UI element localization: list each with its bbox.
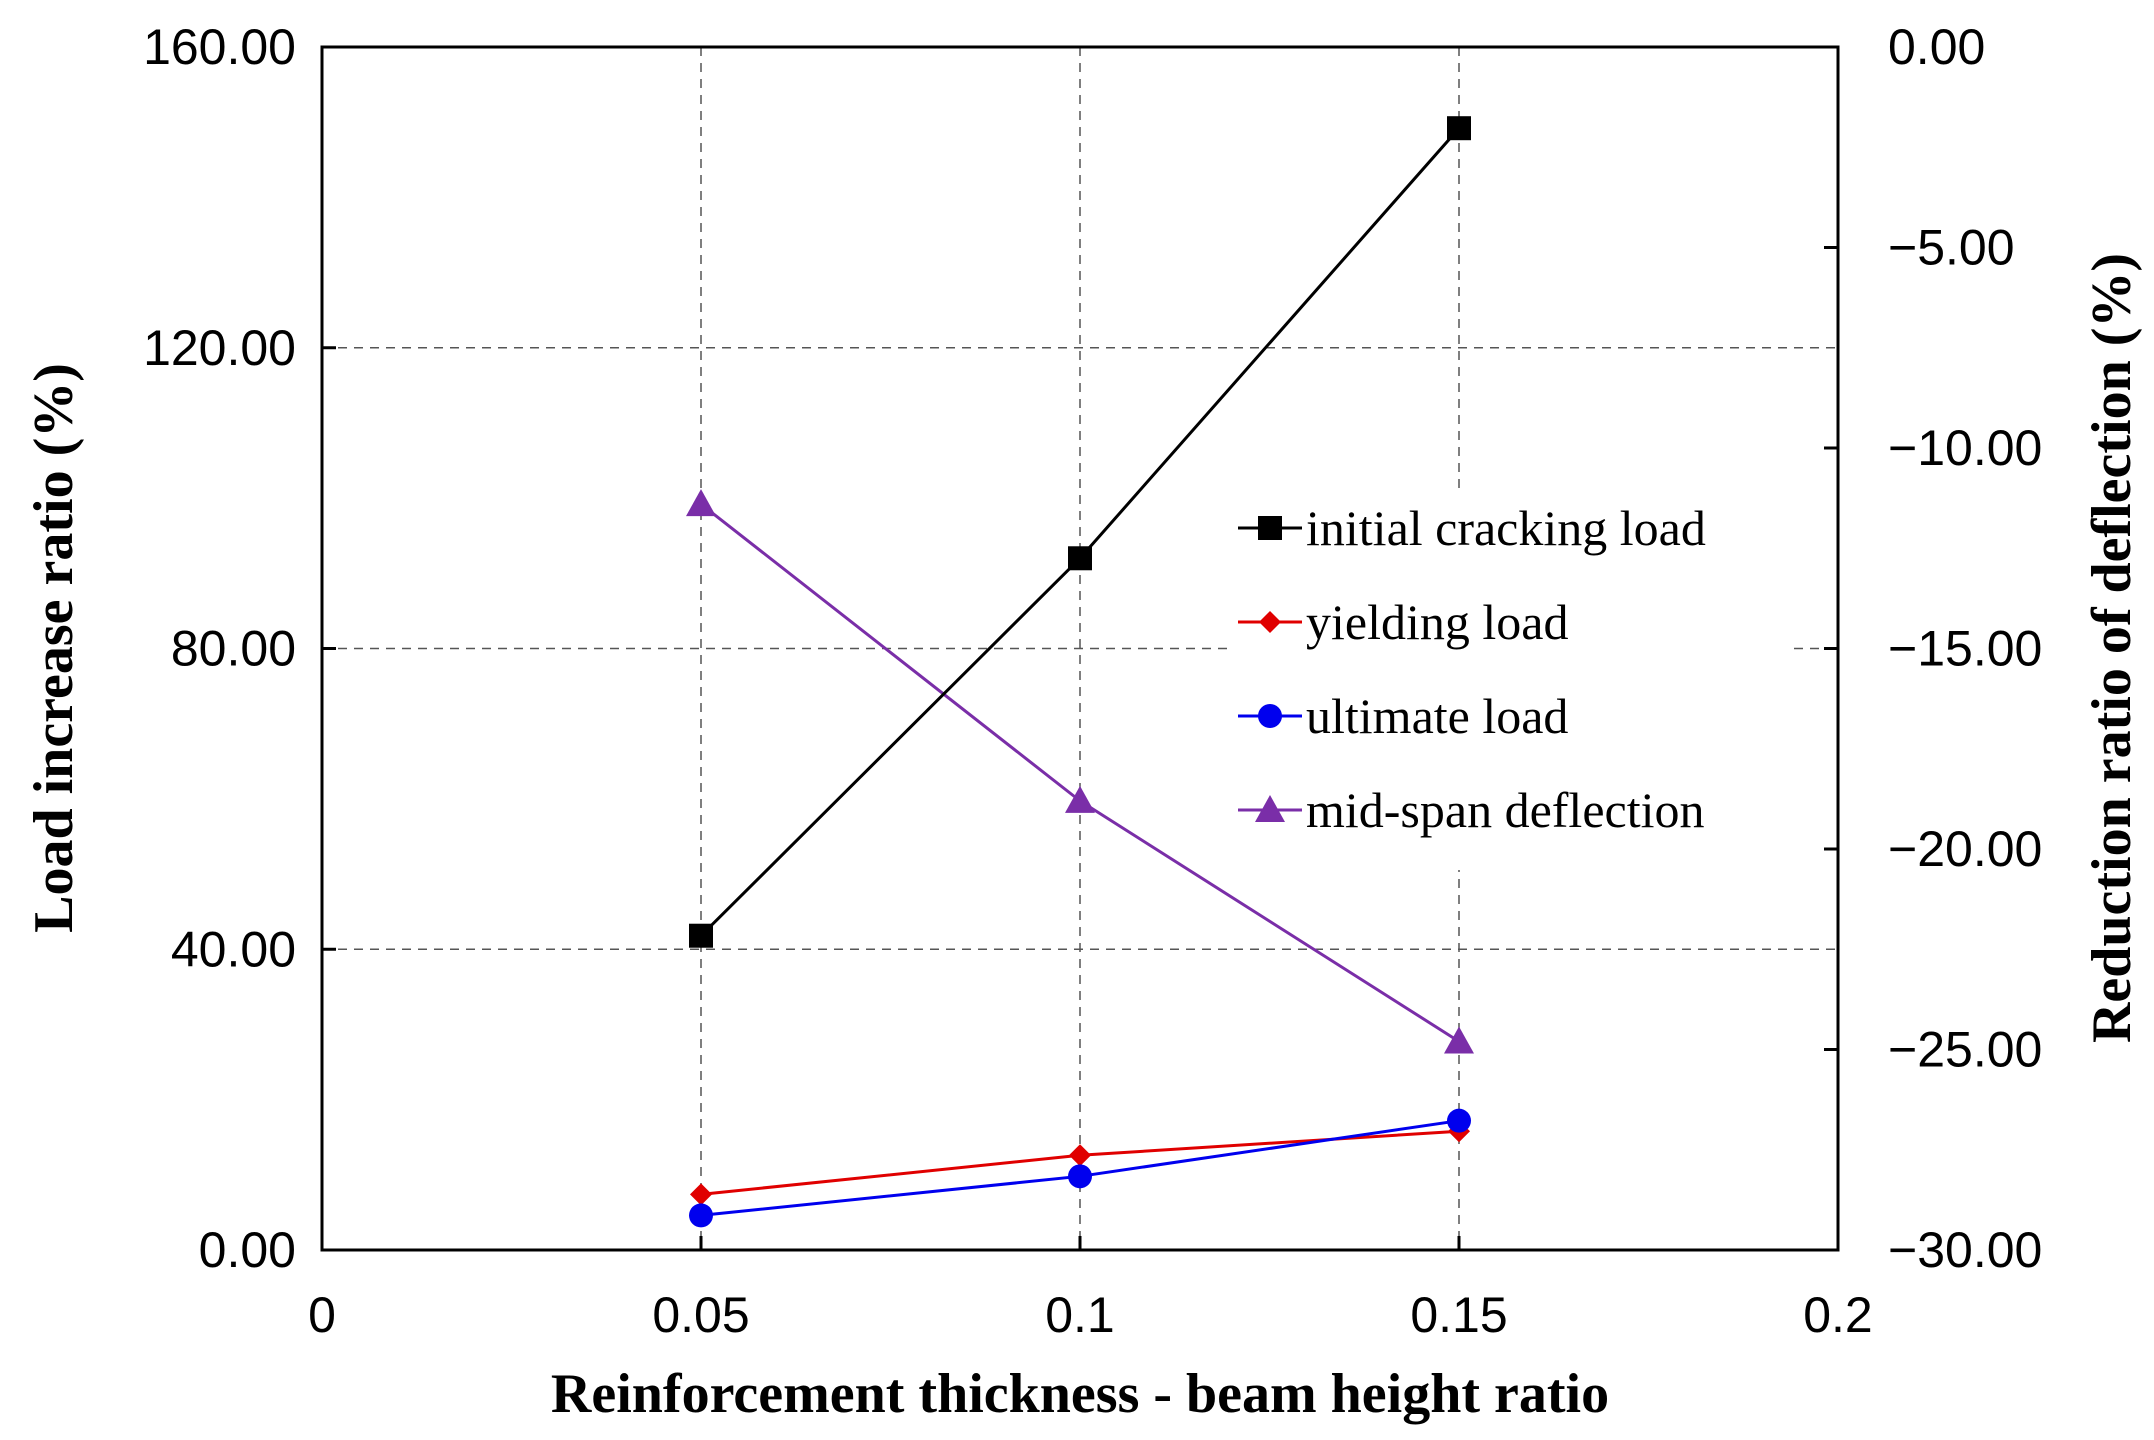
series-ultimate-load bbox=[689, 1108, 1471, 1228]
data-point bbox=[1069, 1144, 1091, 1167]
y2-tick-label: −15.00 bbox=[1888, 621, 2042, 677]
data-point bbox=[1068, 1164, 1092, 1189]
series-layer bbox=[686, 116, 1474, 1228]
y2-tick-label: −10.00 bbox=[1888, 420, 2042, 476]
x-tick-label: 0.05 bbox=[652, 1287, 749, 1343]
y-tick-label: 0.00 bbox=[199, 1222, 296, 1278]
y-tick-label: 160.00 bbox=[143, 19, 296, 75]
x-axis-title: Reinforcement thickness - beam height ra… bbox=[551, 1363, 1609, 1425]
y2-tick-label: −25.00 bbox=[1888, 1022, 2042, 1078]
grid-lines bbox=[322, 47, 1838, 1250]
legend-background bbox=[1228, 490, 1788, 870]
data-point bbox=[690, 1183, 712, 1206]
y-axis-title: Load increase ratio (%) bbox=[23, 363, 85, 933]
tick-marks bbox=[320, 45, 1840, 1252]
x-tick-label: 0.1 bbox=[1045, 1287, 1115, 1343]
y2-tick-label: −5.00 bbox=[1888, 220, 2015, 276]
data-point bbox=[1068, 546, 1092, 571]
y2-tick-label: 0.00 bbox=[1888, 19, 1985, 75]
data-point bbox=[689, 1203, 713, 1228]
legend-label: ultimate load bbox=[1306, 688, 1568, 744]
y2-axis-ticks: −30.00 −25.00 −20.00 −15.00 −10.00 −5.00 0.00 bbox=[1888, 19, 2042, 1278]
legend-label: yielding load bbox=[1306, 594, 1568, 650]
y2-axis-title: Reduction ratio of deflection (%) bbox=[2081, 253, 2143, 1043]
x-axis-ticks: 0 0.05 0.1 0.15 0.2 bbox=[308, 1287, 1873, 1343]
data-point bbox=[1447, 1108, 1471, 1133]
y2-tick-label: −30.00 bbox=[1888, 1222, 2042, 1278]
x-tick-label: 0.15 bbox=[1410, 1287, 1507, 1343]
series-yielding-load bbox=[690, 1120, 1470, 1206]
x-tick-label: 0.2 bbox=[1803, 1287, 1873, 1343]
y-tick-label: 40.00 bbox=[171, 921, 296, 977]
data-point bbox=[1447, 116, 1471, 141]
x-tick-label: 0 bbox=[308, 1287, 336, 1343]
y-tick-label: 120.00 bbox=[143, 320, 296, 376]
data-point bbox=[686, 489, 716, 517]
data-point bbox=[1065, 785, 1095, 813]
y-tick-label: 80.00 bbox=[171, 621, 296, 677]
series-mid-span-deflection bbox=[686, 489, 1474, 1054]
data-point bbox=[689, 923, 713, 948]
y-axis-ticks: 0.00 40.00 80.00 120.00 160.00 bbox=[143, 19, 296, 1278]
legend-marker bbox=[1258, 516, 1282, 540]
data-point bbox=[1444, 1026, 1474, 1054]
legend-marker bbox=[1255, 795, 1285, 822]
legend-marker bbox=[1259, 611, 1281, 633]
y2-tick-label: −20.00 bbox=[1888, 821, 2042, 877]
legend-label: mid-span deflection bbox=[1306, 782, 1705, 838]
legend-label: initial cracking load bbox=[1306, 500, 1706, 556]
series-initial-cracking-load bbox=[689, 116, 1471, 948]
legend: initial cracking load yielding load ultima… bbox=[1228, 490, 1788, 870]
legend-marker bbox=[1258, 704, 1282, 728]
